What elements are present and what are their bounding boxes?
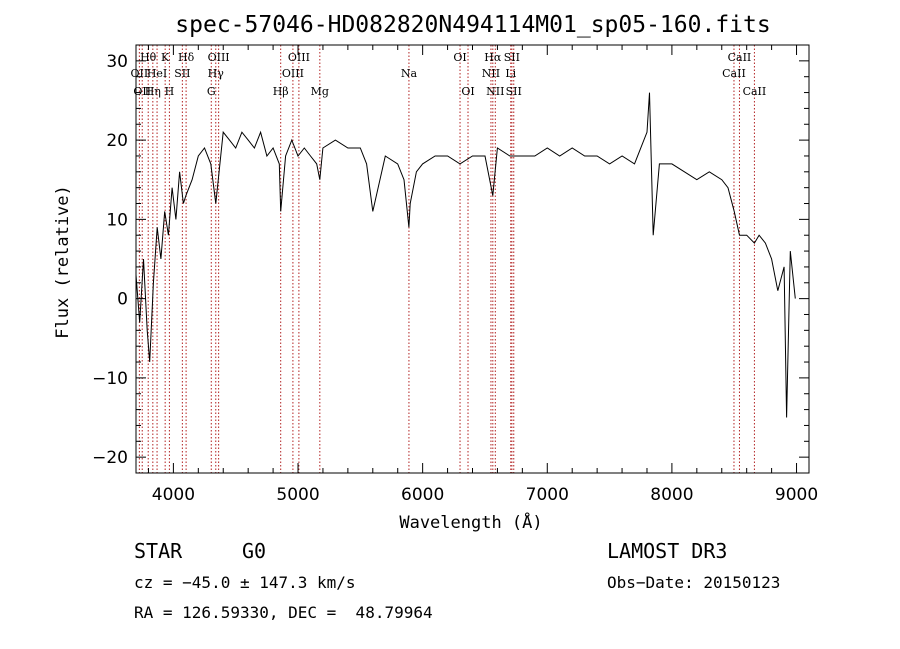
- line-label-oiii: OIII: [288, 51, 310, 64]
- spectrum-line: [135, 92, 796, 418]
- line-label-g: G: [207, 85, 216, 98]
- line-label-hei: HeI: [147, 67, 167, 80]
- line-label-na: Na: [401, 67, 418, 80]
- line-label-oi: OI: [453, 51, 466, 64]
- y-axis-label: Flux (relative): [53, 185, 73, 339]
- x-tick-label: 8000: [650, 485, 693, 505]
- spectral-line-labels: OII OII Hθ Hη HeI K H SII Hδ G Hγ OIII Hβ OIII OIII Mg N…: [131, 51, 767, 98]
- survey-name: LAMOST DR3: [607, 539, 728, 563]
- line-label-hδ: Hδ: [178, 51, 195, 64]
- y-tick-label: 30: [106, 52, 128, 72]
- line-label-oi: OI: [461, 85, 474, 98]
- line-label-hβ: Hβ: [273, 85, 289, 98]
- line-label-nii: NII: [482, 67, 500, 80]
- chart-title: spec-57046-HD082820N494114M01_sp05-160.f…: [175, 12, 770, 38]
- y-axis-ticks: −20 −10 0 10 20 30: [92, 52, 809, 468]
- line-label-sii: SII: [174, 67, 190, 80]
- y-tick-label: 0: [117, 290, 128, 310]
- x-axis-label: Wavelength (Å): [399, 511, 542, 533]
- line-label-nii: NII: [486, 85, 504, 98]
- line-label-caii: CaII: [728, 51, 752, 64]
- object-subclass: G0: [242, 539, 267, 563]
- x-tick-label: 4000: [152, 485, 195, 505]
- redshift-velocity: cz = −45.0 ± 147.3 km/s: [134, 573, 356, 592]
- line-label-hα: Hα: [484, 51, 502, 64]
- line-label-oii: OII: [131, 67, 149, 80]
- coordinates: RA = 126.59330, DEC = 48.79964: [134, 603, 433, 622]
- line-label-hθ: Hθ: [140, 51, 157, 64]
- line-label-oii: OII: [133, 85, 151, 98]
- line-label-sii: SII: [506, 85, 522, 98]
- y-tick-label: −10: [92, 369, 128, 389]
- object-class: STAR: [134, 539, 183, 563]
- line-label-sii: SII: [504, 51, 520, 64]
- y-tick-label: 10: [106, 210, 128, 230]
- line-label-mg: Mg: [311, 85, 329, 98]
- plot-frame: [135, 44, 810, 474]
- x-tick-label: 5000: [276, 485, 319, 505]
- x-axis-ticks: 4000 5000 6000 7000 8000 9000: [147, 45, 818, 505]
- line-label-caii: CaII: [722, 67, 746, 80]
- spectral-line-markers: [138, 45, 755, 473]
- line-label-k: K: [161, 51, 170, 64]
- x-tick-label: 9000: [775, 485, 818, 505]
- observation-date: Obs−Date: 20150123: [607, 573, 781, 592]
- line-label-oiii: OIII: [282, 67, 304, 80]
- line-label-oiii: OIII: [208, 51, 230, 64]
- line-label-li: Li: [505, 67, 516, 80]
- y-tick-label: −20: [92, 448, 128, 468]
- x-tick-label: 7000: [526, 485, 569, 505]
- line-label-h: H: [165, 85, 175, 98]
- y-tick-label: 20: [106, 131, 128, 151]
- line-label-hγ: Hγ: [208, 67, 225, 80]
- line-label-caii: CaII: [743, 85, 767, 98]
- line-label-hη: Hη: [145, 85, 161, 98]
- x-tick-label: 6000: [401, 485, 444, 505]
